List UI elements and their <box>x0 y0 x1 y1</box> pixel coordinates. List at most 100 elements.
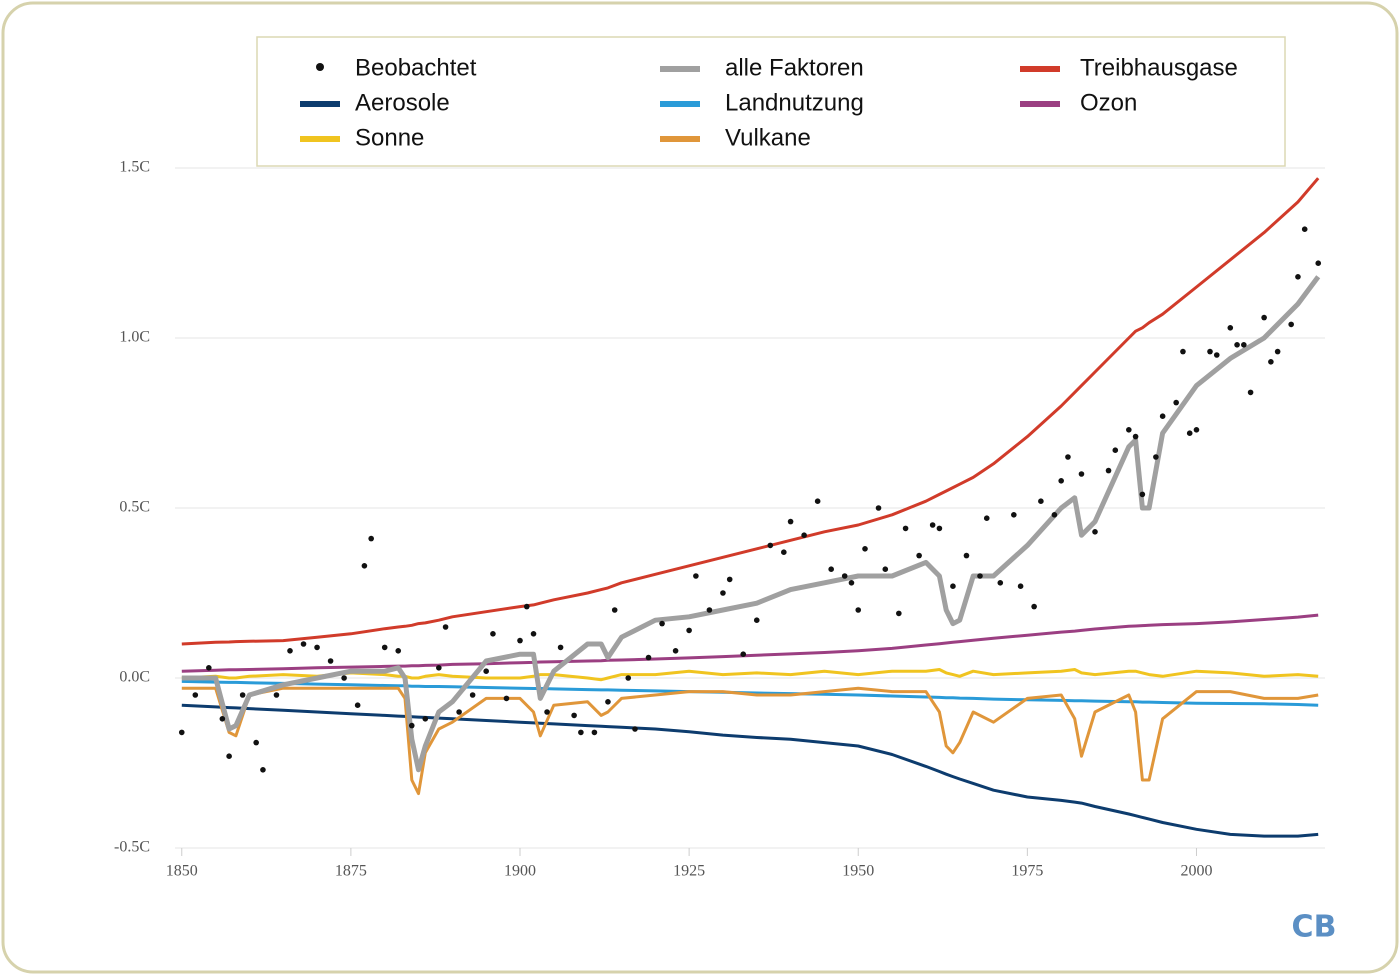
x-tick-label: 1900 <box>504 863 536 880</box>
observed-point <box>1153 454 1159 460</box>
observed-point <box>1031 603 1037 610</box>
legend-label: Beobachtet <box>355 54 477 81</box>
y-tick-label: 0.0C <box>119 669 150 686</box>
observed-point <box>571 712 577 719</box>
observed-point <box>706 607 713 613</box>
observed-point <box>557 644 564 651</box>
observed-point <box>1173 399 1179 406</box>
observed-point <box>1234 342 1240 348</box>
observed-point <box>1017 583 1024 589</box>
observed-point <box>645 654 652 661</box>
observed-point <box>929 522 936 528</box>
observed-point <box>1159 413 1166 420</box>
observed-point <box>997 580 1004 586</box>
observed-point <box>753 617 760 623</box>
observed-point <box>1051 512 1058 518</box>
observed-point <box>841 573 848 579</box>
observed-point <box>530 631 537 637</box>
observed-point <box>219 716 226 722</box>
observed-point <box>503 695 510 702</box>
legend-label: Vulkane <box>725 124 811 151</box>
observed-point <box>801 532 807 538</box>
observed-point <box>659 620 665 627</box>
y-tick-label: -0.5C <box>114 839 150 856</box>
observed-point <box>686 627 692 634</box>
logo: CB <box>1292 910 1337 945</box>
observed-point <box>483 668 489 674</box>
observed-point <box>523 603 530 610</box>
observed-point <box>1207 348 1213 355</box>
observed-point <box>814 498 821 505</box>
legend-label: Aerosole <box>355 89 450 116</box>
observed-point <box>902 525 909 532</box>
x-tick-label: 1875 <box>335 863 367 880</box>
y-tick-label: 0.5C <box>119 499 150 516</box>
observed-point <box>314 644 320 651</box>
series-line <box>181 177 1320 646</box>
observed-point <box>273 692 280 698</box>
observed-point <box>1058 478 1064 484</box>
observed-point <box>882 566 889 572</box>
observed-point <box>977 573 983 579</box>
legend-label: Landnutzung <box>725 89 864 116</box>
y-tick-label: 1.0C <box>119 329 150 346</box>
observed-point <box>368 535 374 542</box>
observed-point <box>916 552 922 559</box>
observed-point <box>327 658 334 664</box>
observed-point <box>1126 427 1132 433</box>
legend-marker <box>316 63 324 71</box>
observed-point <box>848 580 855 586</box>
series-line <box>181 275 1321 773</box>
observed-point <box>1268 359 1274 365</box>
observed-point <box>361 563 368 569</box>
observed-point <box>1247 389 1254 396</box>
x-tick-label: 1975 <box>1011 863 1043 880</box>
observed-point <box>436 665 442 671</box>
observed-point <box>896 610 902 617</box>
observed-point <box>781 549 787 555</box>
observed-point <box>260 767 266 773</box>
series-line <box>181 686 1319 796</box>
legend-box <box>256 36 1286 167</box>
observed-point <box>408 722 415 729</box>
observed-point <box>253 739 259 746</box>
observed-point <box>341 675 347 681</box>
observed-point <box>1295 274 1301 280</box>
observed-point <box>875 505 882 511</box>
observed-point <box>1213 352 1220 358</box>
observed-point <box>740 651 747 657</box>
observed-point <box>720 590 726 596</box>
observed-point <box>767 542 774 549</box>
observed-point <box>578 729 584 736</box>
observed-point <box>1038 498 1044 505</box>
x-tick-label: 1850 <box>166 863 198 880</box>
observed-point <box>239 692 246 698</box>
observed-point <box>192 692 199 698</box>
x-tick-label: 1950 <box>842 863 874 880</box>
observed-point <box>1186 430 1193 437</box>
observed-point <box>625 675 632 681</box>
observed-point <box>1078 471 1085 477</box>
observed-point <box>517 637 523 644</box>
observed-point <box>544 709 550 715</box>
observed-point <box>1139 491 1146 498</box>
observed-point <box>300 641 307 647</box>
observed-point <box>1315 260 1322 267</box>
observed-point <box>422 716 429 722</box>
observed-point <box>1227 325 1234 331</box>
observed-point <box>354 702 361 708</box>
observed-point <box>206 665 212 671</box>
observed-point <box>456 709 462 715</box>
observed-point <box>963 552 970 559</box>
observed-point <box>632 726 638 732</box>
y-tick-label: 1.5C <box>119 159 150 176</box>
legend-label: Treibhausgase <box>1080 54 1238 81</box>
observed-point <box>1301 226 1308 232</box>
observed-point <box>672 648 679 654</box>
observed-point <box>950 583 956 589</box>
observed-point <box>1092 529 1098 535</box>
observed-point <box>862 546 868 552</box>
observed-point <box>226 753 232 759</box>
observed-point <box>1193 427 1200 433</box>
